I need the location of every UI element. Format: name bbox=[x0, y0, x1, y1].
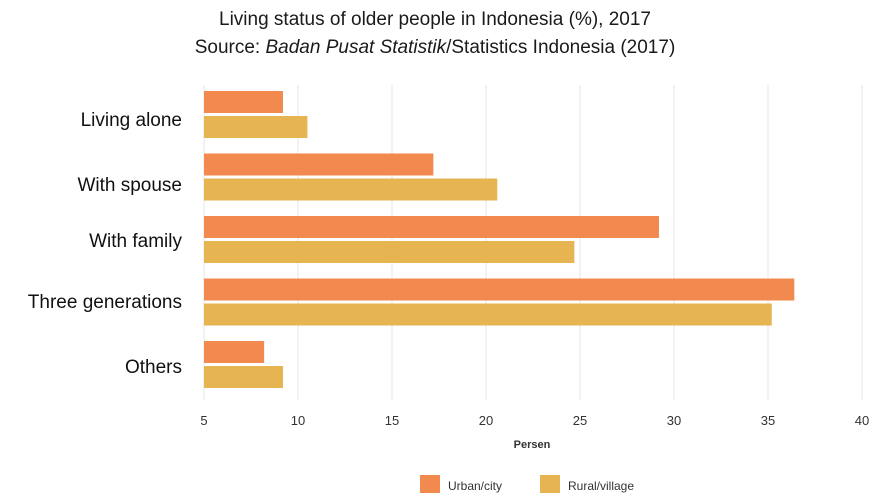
bar bbox=[204, 303, 772, 326]
legend-label: Rural/village bbox=[568, 479, 634, 493]
bars bbox=[204, 91, 795, 388]
x-tick-label: 20 bbox=[479, 413, 493, 428]
bar bbox=[204, 341, 265, 363]
x-tick-label: 25 bbox=[573, 413, 587, 428]
legend-label: Urban/city bbox=[448, 479, 502, 493]
x-tick-label: 40 bbox=[855, 413, 869, 428]
category-label: With spouse bbox=[77, 175, 182, 196]
x-tick-label: 35 bbox=[761, 413, 775, 428]
chart-title: Living status of older people in Indones… bbox=[219, 9, 651, 30]
bar bbox=[204, 366, 283, 388]
bar bbox=[204, 216, 659, 238]
category-label: With family bbox=[89, 231, 182, 252]
category-label: Others bbox=[125, 357, 182, 378]
bar bbox=[204, 178, 498, 201]
subtitle-suffix: /Statistics Indonesia (2017) bbox=[446, 37, 676, 58]
legend-swatch bbox=[540, 475, 560, 493]
bar bbox=[204, 116, 308, 138]
subtitle-italic: Badan Pusat Statistik bbox=[265, 37, 447, 58]
x-tick-labels: 5 10 15 20 25 30 35 40 bbox=[200, 413, 869, 428]
legend-swatch bbox=[420, 475, 440, 493]
x-axis-title: Persen bbox=[514, 439, 551, 451]
legend: Urban/city Rural/village bbox=[420, 475, 634, 493]
x-tick-label: 10 bbox=[291, 413, 305, 428]
bar bbox=[204, 241, 575, 263]
chart-subtitle: Source: Badan Pusat Statistik/Statistics… bbox=[0, 37, 870, 59]
x-tick-label: 15 bbox=[385, 413, 399, 428]
category-label: Three generations bbox=[28, 292, 182, 313]
category-label: Living alone bbox=[81, 110, 182, 131]
x-tick-label: 5 bbox=[200, 413, 207, 428]
bar bbox=[204, 91, 283, 113]
subtitle-prefix: Source: bbox=[194, 37, 266, 58]
category-labels: Living alone With spouse With family Three … bbox=[28, 110, 183, 378]
x-tick-label: 30 bbox=[667, 413, 681, 428]
bar bbox=[204, 153, 434, 176]
bar bbox=[204, 278, 795, 301]
